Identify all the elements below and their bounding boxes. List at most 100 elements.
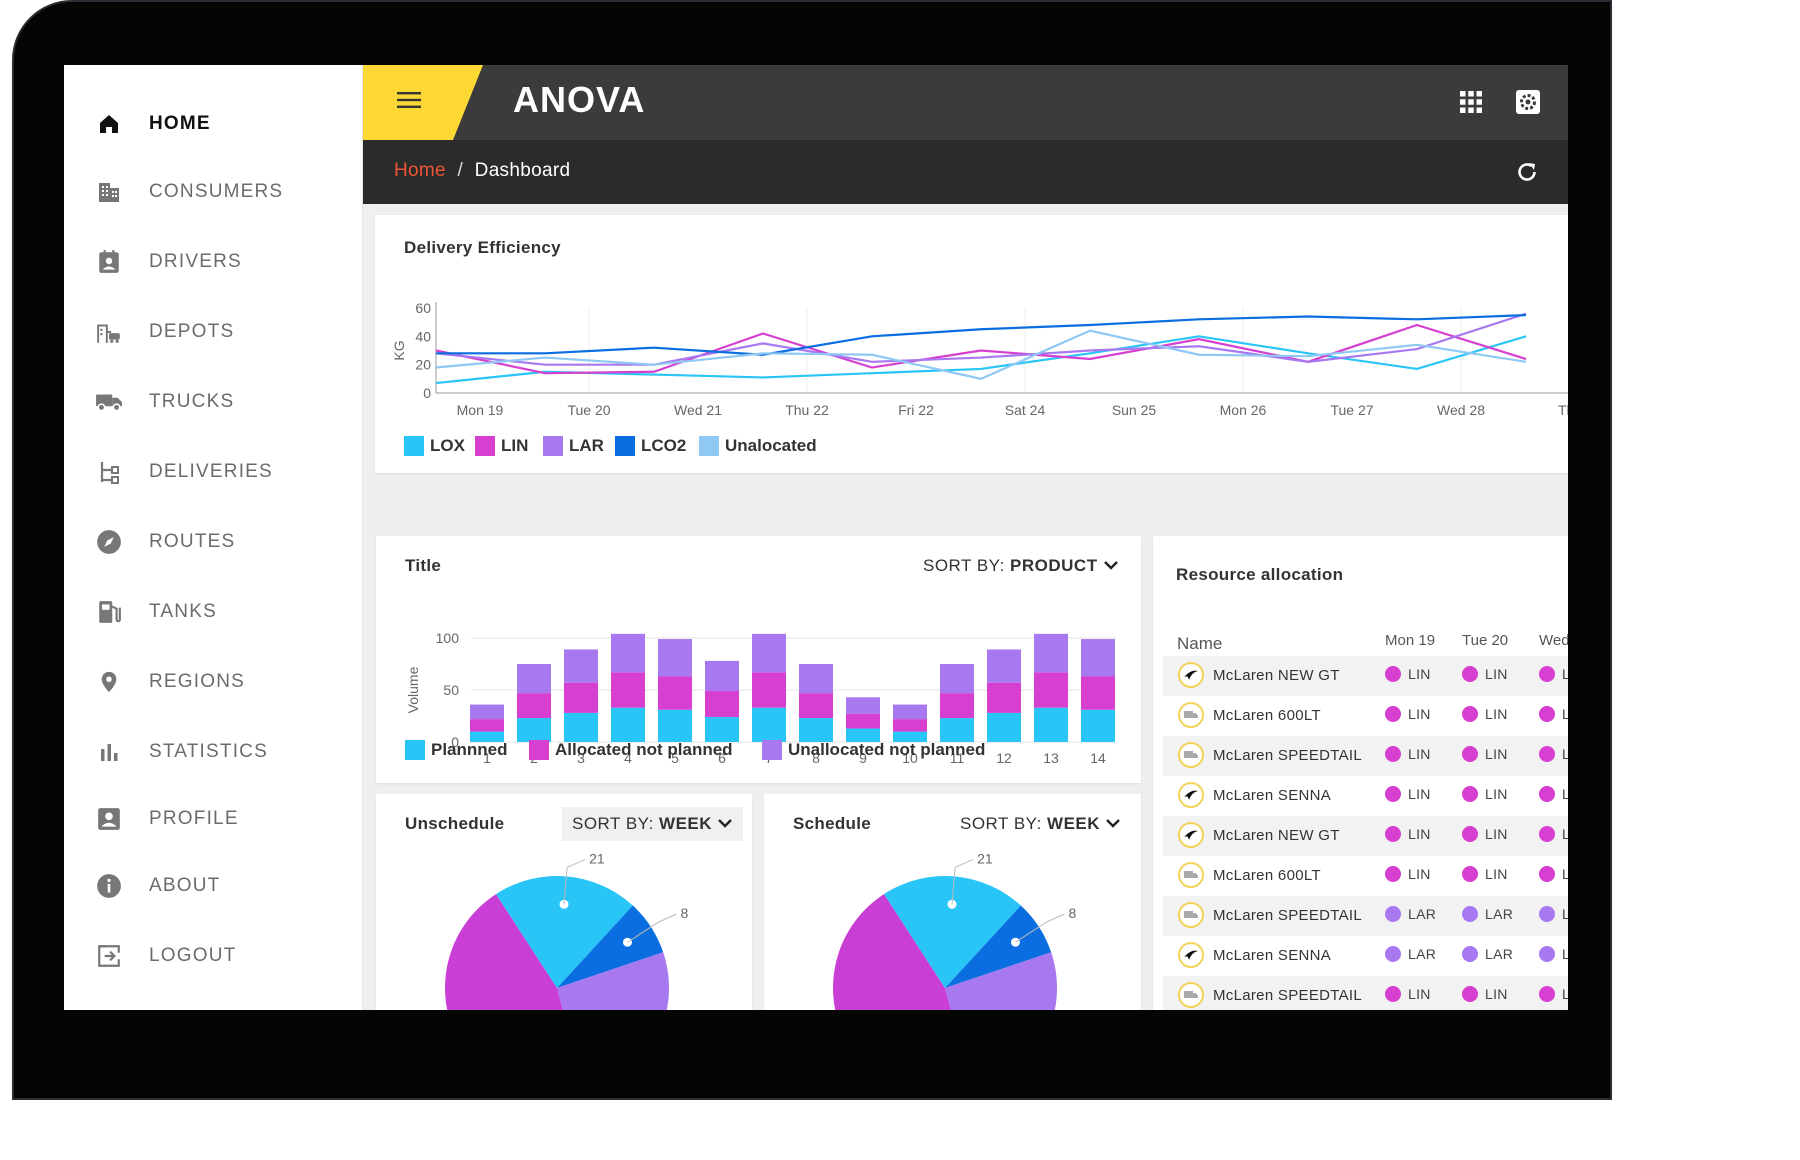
sidebar-item-deliveries[interactable]: DELIVERIES [64,447,362,497]
avatar [1178,862,1204,888]
pie-leader-line [563,859,586,905]
x-tick-label: Thu 22 [785,402,829,418]
x-tick-label: Sun 25 [1112,402,1157,418]
avatar [1178,702,1204,728]
driver-badge-icon [95,249,123,275]
table-row[interactable]: McLaren 600LT LIN LIN L [1163,696,1568,736]
pie-marker [559,899,569,909]
allocation-cell: LIN [1385,826,1431,842]
table-row[interactable]: McLaren SPEEDTAIL LIN LIN L [1163,736,1568,776]
brand-logo: ANOVA [513,79,646,120]
allocation-value: LIN [1485,746,1508,762]
table-row[interactable]: McLaren 600LT LIN LIN L [1163,856,1568,896]
pie-slice [557,905,664,988]
sidebar: HOME CONSUMERS DRIVERS DEPOTS TRUCKS DEL… [64,65,363,1010]
allocation-value: L [1562,746,1568,762]
bar-segment-plannned [1081,709,1115,742]
table-row[interactable]: McLaren NEW GT LIN LIN L [1163,656,1568,696]
schedule-sort-dropdown[interactable]: SORT BY: WEEK [960,814,1121,834]
sidebar-item-profile[interactable]: PROFILE [64,794,362,844]
x-tick-label: 8 [812,750,820,766]
legend-swatch [699,436,719,456]
product-dot [1539,706,1555,722]
y-tick-label: 20 [415,357,431,373]
product-dot [1462,946,1478,962]
allocation-cell: LIN [1462,786,1508,802]
pie-label: 21 [589,850,605,866]
pie-slice [945,905,1052,988]
gear-icon[interactable] [1515,89,1541,120]
pie-slice [833,894,951,1010]
sidebar-item-depots[interactable]: DEPOTS [64,307,362,357]
table-row[interactable]: McLaren SPEEDTAIL LIN LIN L [1163,976,1568,1010]
sidebar-item-tanks[interactable]: TANKS [64,587,362,637]
x-tick-label: Wed 21 [674,402,722,418]
sidebar-item-home[interactable]: HOME [64,99,362,149]
bar-segment-plannned [658,709,692,742]
legend-swatch [404,436,424,456]
bar-segment-plannned [517,718,551,742]
app-header: ANOVA [363,65,1568,140]
allocation-cell: L [1539,826,1568,842]
legend-item-unalocated: Unalocated [699,436,817,456]
allocation-value: LIN [1408,786,1431,802]
allocation-cell: L [1539,746,1568,762]
allocation-cell: L [1539,866,1568,882]
product-dot [1462,706,1478,722]
menu-button[interactable] [363,65,483,140]
chevron-down-icon [717,814,733,833]
allocation-cell: LIN [1385,666,1431,682]
allocation-cell: LIN [1462,826,1508,842]
x-tick-label: Wed 28 [1437,402,1485,418]
x-tick-label: 11 [950,750,965,766]
sort-by-product-dropdown[interactable]: SORT BY: PRODUCT [923,556,1119,576]
table-row[interactable]: McLaren SENNA LAR LAR L [1163,936,1568,976]
schedule-title: Schedule [793,814,871,833]
table-row[interactable]: McLaren SENNA LIN LIN L [1163,776,1568,816]
allocation-cell: LIN [1462,986,1508,1002]
bar-segment-allocated [1034,672,1068,708]
bar-segment-allocated [658,676,692,710]
sidebar-item-statistics[interactable]: STATISTICS [64,727,362,777]
refresh-icon[interactable] [1515,160,1539,189]
avatar [1178,742,1204,768]
pie-marker [947,899,957,909]
table-row[interactable]: McLaren SPEEDTAIL LAR LAR L [1163,896,1568,936]
delivery-efficiency-card: Delivery Efficiency Mon 19 Tue 20 Wed 21 Th… [375,215,1568,473]
sidebar-item-about[interactable]: ABOUT [64,861,362,911]
allocation-value: L [1562,826,1568,842]
sidebar-item-logout[interactable]: LOGOUT [64,931,362,981]
sidebar-item-consumers[interactable]: CONSUMERS [64,167,362,217]
apps-grid-icon[interactable] [1460,91,1482,118]
sidebar-item-regions[interactable]: REGIONS [64,657,362,707]
unschedule-sort-dropdown[interactable]: SORT BY: WEEK [562,807,744,841]
resource-name: McLaren SPEEDTAIL [1213,907,1363,924]
allocation-cell: L [1539,986,1568,1002]
pie-slice [496,876,633,988]
info-icon [95,873,123,899]
truck-icon [1183,869,1199,881]
x-tick-label: Sat 24 [1005,402,1046,418]
volume-bar-card: Title SORT BY: PRODUCT 0 50 100 Volume 12 3 4 5… [376,536,1141,783]
app-screen: HOME CONSUMERS DRIVERS DEPOTS TRUCKS DEL… [64,65,1568,1010]
sidebar-item-routes[interactable]: ROUTES [64,517,362,567]
allocation-value: LIN [1408,706,1431,722]
delivery-efficiency-title: Delivery Efficiency [404,238,561,257]
chevron-down-icon [1103,556,1119,575]
allocation-cell: L [1539,946,1568,962]
legend-item-lin: LIN [475,436,528,456]
allocation-value: LAR [1485,906,1514,922]
fuel-tank-icon [95,599,123,625]
sidebar-item-label: TANKS [149,601,217,622]
allocation-value: LIN [1408,866,1431,882]
allocation-cell: L [1539,906,1568,922]
bar-segment-allocated [752,672,786,708]
bar-segment-allocated [893,719,927,732]
table-row[interactable]: McLaren NEW GT LIN LIN L [1163,816,1568,856]
breadcrumb-home-link[interactable]: Home [394,160,446,181]
y-tick-label: 0 [423,385,431,401]
y-axis-label: Volume [405,666,421,713]
sidebar-item-drivers[interactable]: DRIVERS [64,237,362,287]
sidebar-item-trucks[interactable]: TRUCKS [64,377,362,427]
allocation-cell: LIN [1462,746,1508,762]
